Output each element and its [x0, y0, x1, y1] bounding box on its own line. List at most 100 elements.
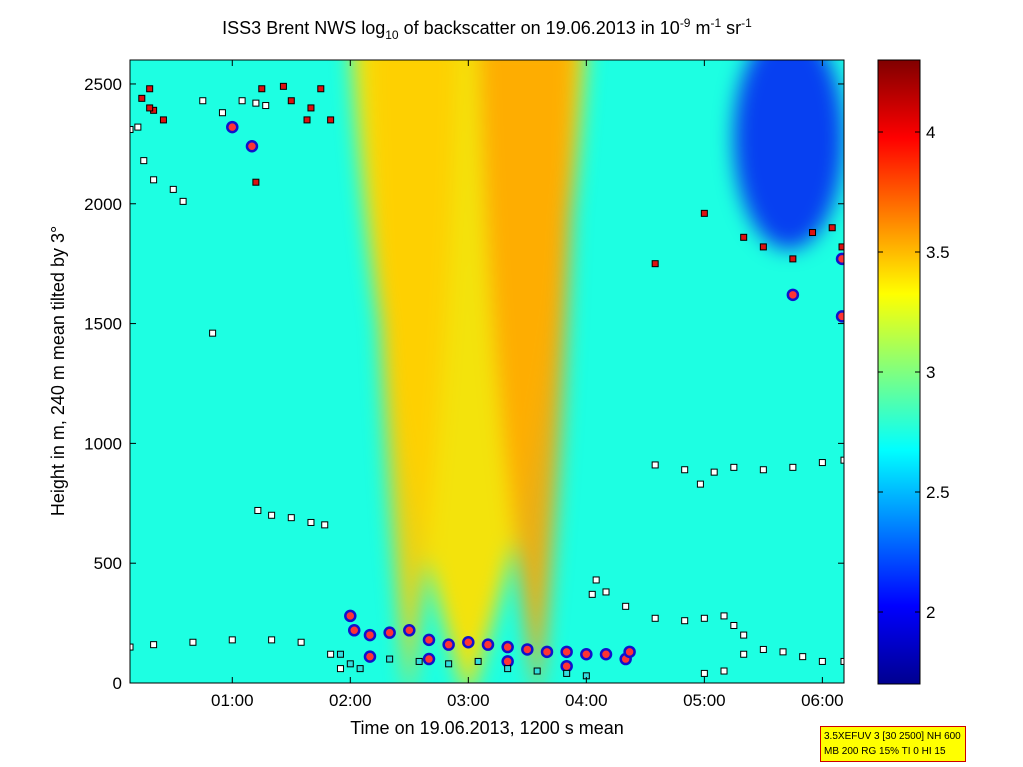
data-point [347, 624, 361, 637]
data-point [504, 665, 512, 673]
data-point [150, 641, 158, 649]
data-point [297, 638, 305, 646]
data-point [287, 514, 295, 522]
colorbar-gradient [877, 59, 921, 685]
data-point [681, 617, 689, 625]
data-point [189, 638, 197, 646]
series-7 [651, 456, 844, 488]
data-point [740, 233, 748, 241]
data-point [835, 252, 844, 266]
data-point [700, 614, 708, 622]
data-point [146, 85, 154, 93]
data-point [563, 669, 571, 677]
data-point [840, 456, 844, 464]
data-point [252, 99, 260, 107]
data-point [307, 518, 315, 526]
data-point [159, 116, 167, 124]
data-point [346, 660, 354, 668]
data-point [696, 480, 704, 488]
data-point [327, 116, 335, 124]
data-point [828, 224, 836, 232]
data-point [533, 667, 541, 675]
data-point [254, 506, 262, 514]
data-point [138, 94, 146, 102]
data-point [415, 657, 423, 665]
data-point [521, 643, 534, 656]
series-5 [209, 329, 217, 337]
parameters-info-box: 3.5XEFUV 3 [30 2500] NH 600 MB 200 RG 15… [820, 726, 966, 762]
data-point [228, 636, 236, 644]
y-tick-label: 2500 [84, 75, 122, 94]
data-point [789, 255, 797, 263]
data-point [226, 120, 239, 134]
data-point [403, 624, 416, 637]
data-point [840, 657, 844, 665]
data-point [336, 650, 344, 658]
data-point [720, 667, 728, 675]
info-line-2: MB 200 RG 15% TI 0 HI 15 [824, 746, 946, 757]
data-point [134, 123, 142, 131]
data-point [588, 590, 596, 598]
data-point [179, 197, 187, 205]
colorbar-tick-label: 2.5 [926, 483, 950, 502]
data-point [130, 125, 134, 133]
y-tick-label: 500 [94, 554, 122, 573]
data-point [199, 97, 207, 105]
y-axis-label: Height in m, 240 m mean tilted by 3° [48, 226, 68, 516]
plume-2 [370, 60, 458, 683]
series-1 [130, 636, 344, 673]
data-point [287, 97, 295, 105]
data-point [258, 85, 266, 93]
data-point [651, 461, 659, 469]
series-10 [226, 120, 844, 673]
data-point [651, 260, 659, 268]
colorbar-tick-label: 3 [926, 363, 935, 382]
data-point [327, 650, 335, 658]
data-point [809, 229, 817, 237]
data-point [799, 653, 807, 661]
data-point [303, 116, 311, 124]
data-point [700, 669, 708, 677]
data-point [710, 468, 718, 476]
data-point [336, 665, 344, 673]
data-point [740, 631, 748, 639]
data-point [321, 521, 329, 529]
x-axis-ticks: 01:00 02:00 03:00 04:00 05:00 06:00 [211, 60, 844, 710]
data-point [140, 157, 148, 165]
data-point [789, 463, 797, 471]
series-8 [700, 645, 844, 677]
chart-title: ISS3 Brent NWS log10 of backscatter on 1… [222, 16, 752, 42]
data-point [462, 636, 475, 649]
data-point [383, 626, 396, 639]
data-point [779, 648, 787, 656]
marker-layer [130, 82, 844, 680]
data-point [422, 652, 436, 666]
y-tick-label: 0 [113, 674, 122, 693]
low-backscatter-region [733, 60, 844, 250]
data-point [818, 459, 826, 467]
data-point [700, 209, 708, 217]
data-point [835, 310, 844, 323]
y-axis-ticks: 0 500 1000 1500 2000 2500 [84, 75, 844, 693]
data-point [344, 609, 357, 623]
series-4 [238, 97, 270, 110]
data-point [169, 185, 177, 193]
data-point [445, 660, 453, 668]
data-point [442, 638, 455, 651]
colorbar-tick-label: 2 [926, 603, 935, 622]
x-tick-label: 01:00 [211, 691, 254, 710]
series-2 [254, 506, 329, 529]
plot-frame [129, 59, 845, 684]
data-point [474, 657, 482, 665]
y-tick-label: 2000 [84, 195, 122, 214]
data-point [602, 588, 610, 596]
data-point [268, 511, 276, 519]
data-point [740, 650, 748, 658]
x-tick-label: 02:00 [329, 691, 372, 710]
y-tick-label: 1500 [84, 315, 122, 334]
x-tick-label: 05:00 [683, 691, 726, 710]
data-point [209, 329, 217, 337]
data-point [146, 104, 154, 112]
data-point [599, 647, 613, 661]
